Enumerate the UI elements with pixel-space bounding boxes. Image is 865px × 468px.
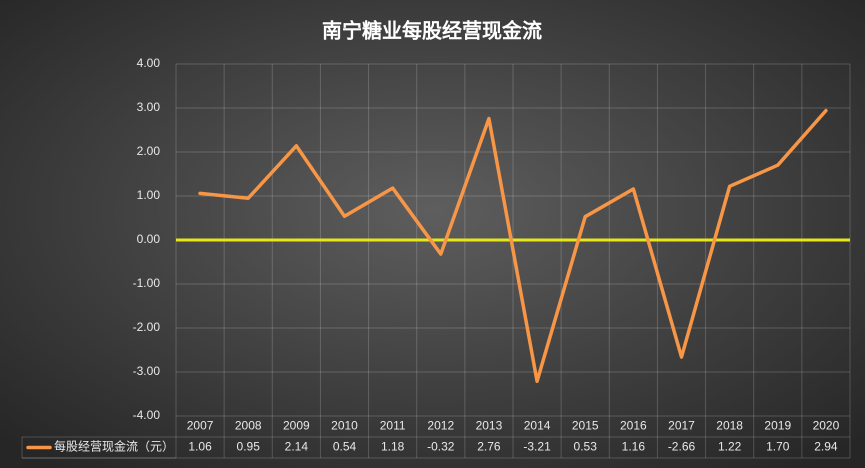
x-tick-label: 2017 [668,419,695,433]
table-value: 2.76 [477,440,501,454]
table-value: 0.95 [237,440,261,454]
x-tick-label: 2012 [427,419,454,433]
table-value: 1.22 [718,440,742,454]
table-value: 0.53 [574,440,598,454]
x-tick-label: 2007 [187,419,214,433]
y-tick-label: -3.00 [133,364,161,378]
x-tick-label: 2010 [331,419,358,433]
table-value: 1.70 [766,440,790,454]
table-value: 1.06 [188,440,212,454]
x-tick-label: 2014 [524,419,551,433]
y-tick-label: -1.00 [133,276,161,290]
table-value: 2.14 [285,440,309,454]
x-tick-label: 2009 [283,419,310,433]
x-tick-label: 2018 [716,419,743,433]
y-tick-label: 0.00 [137,232,161,246]
table-value: 2.94 [814,440,838,454]
y-tick-label: 1.00 [137,188,161,202]
x-tick-label: 2008 [235,419,262,433]
table-value: 1.16 [622,440,646,454]
x-tick-label: 2020 [813,419,840,433]
series-line [198,108,828,383]
y-tick-label: 2.00 [137,144,161,158]
y-tick-label: -4.00 [133,408,161,422]
y-tick-label: 3.00 [137,100,161,114]
table-value: -2.66 [668,440,696,454]
y-tick-label: -2.00 [133,320,161,334]
x-tick-label: 2016 [620,419,647,433]
x-tick-label: 2015 [572,419,599,433]
x-tick-label: 2011 [380,419,406,433]
table-value: 1.18 [381,440,405,454]
chart-title: 南宁糖业每股经营现金流 [322,18,542,42]
table-value: -0.32 [427,440,455,454]
table-value: -3.21 [523,440,551,454]
table-value: 0.54 [333,440,357,454]
legend-label: 每股经营现金流（元） [54,439,174,454]
x-tick-label: 2019 [764,419,791,433]
x-tick-label: 2013 [476,419,503,433]
y-tick-label: 4.00 [137,56,161,70]
